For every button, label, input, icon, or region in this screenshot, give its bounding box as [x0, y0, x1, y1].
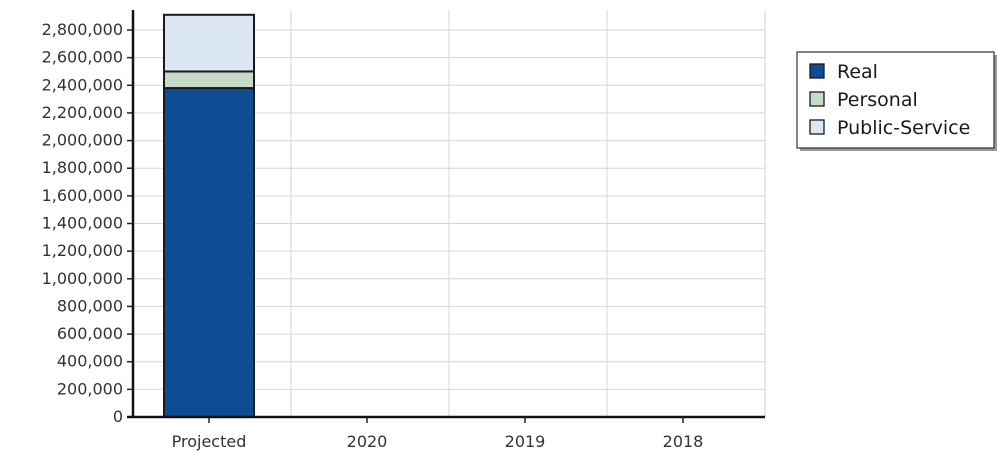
x-axis-category-label: Projected: [172, 432, 247, 451]
y-axis-tick-label: 2,600,000: [42, 48, 123, 67]
y-axis-tick-label: 0: [113, 407, 123, 426]
legend-swatch-public-service: [809, 119, 825, 135]
legend-label: Personal: [837, 89, 918, 111]
legend-swatch-personal: [809, 91, 825, 107]
y-axis-tick-label: 2,200,000: [42, 103, 123, 122]
y-axis-tick-label: 200,000: [57, 379, 123, 398]
y-axis-tick-label: 600,000: [57, 324, 123, 343]
y-axis-tick-label: 1,400,000: [42, 214, 123, 233]
x-axis-category-label: 2018: [663, 432, 704, 451]
x-axis-category-labels: Projected 2020 2019 2018: [172, 432, 704, 451]
legend-label: Public-Service: [837, 117, 970, 139]
y-axis-tick-label: 2,800,000: [42, 20, 123, 39]
y-axis-tick-label: 2,000,000: [42, 131, 123, 150]
y-axis-tick-label: 1,600,000: [42, 186, 123, 205]
y-axis-tick-label: 2,400,000: [42, 75, 123, 94]
bar-segment-real: [163, 87, 255, 419]
y-axis-tick-label: 800,000: [57, 296, 123, 315]
y-axis-tick-label: 1,000,000: [42, 269, 123, 288]
y-axis-tick-label: 1,200,000: [42, 241, 123, 260]
axes: [127, 10, 765, 423]
legend: Real Personal Public-Service: [796, 51, 997, 151]
bar-segment-personal: [163, 70, 255, 90]
bar-segment-public-service: [163, 13, 255, 73]
y-axis-tick-label: 1,800,000: [42, 158, 123, 177]
legend-swatch-real: [809, 63, 825, 79]
legend-box: [796, 51, 995, 149]
bars: [163, 13, 255, 419]
legend-label: Real: [837, 61, 878, 83]
x-axis-category-label: 2019: [505, 432, 546, 451]
x-axis-category-label: 2020: [347, 432, 388, 451]
y-axis-tick-label: 400,000: [57, 352, 123, 371]
y-axis-tick-labels: 0 200,000 400,000 600,000 800,000 1,000,000 1,…: [42, 20, 123, 426]
